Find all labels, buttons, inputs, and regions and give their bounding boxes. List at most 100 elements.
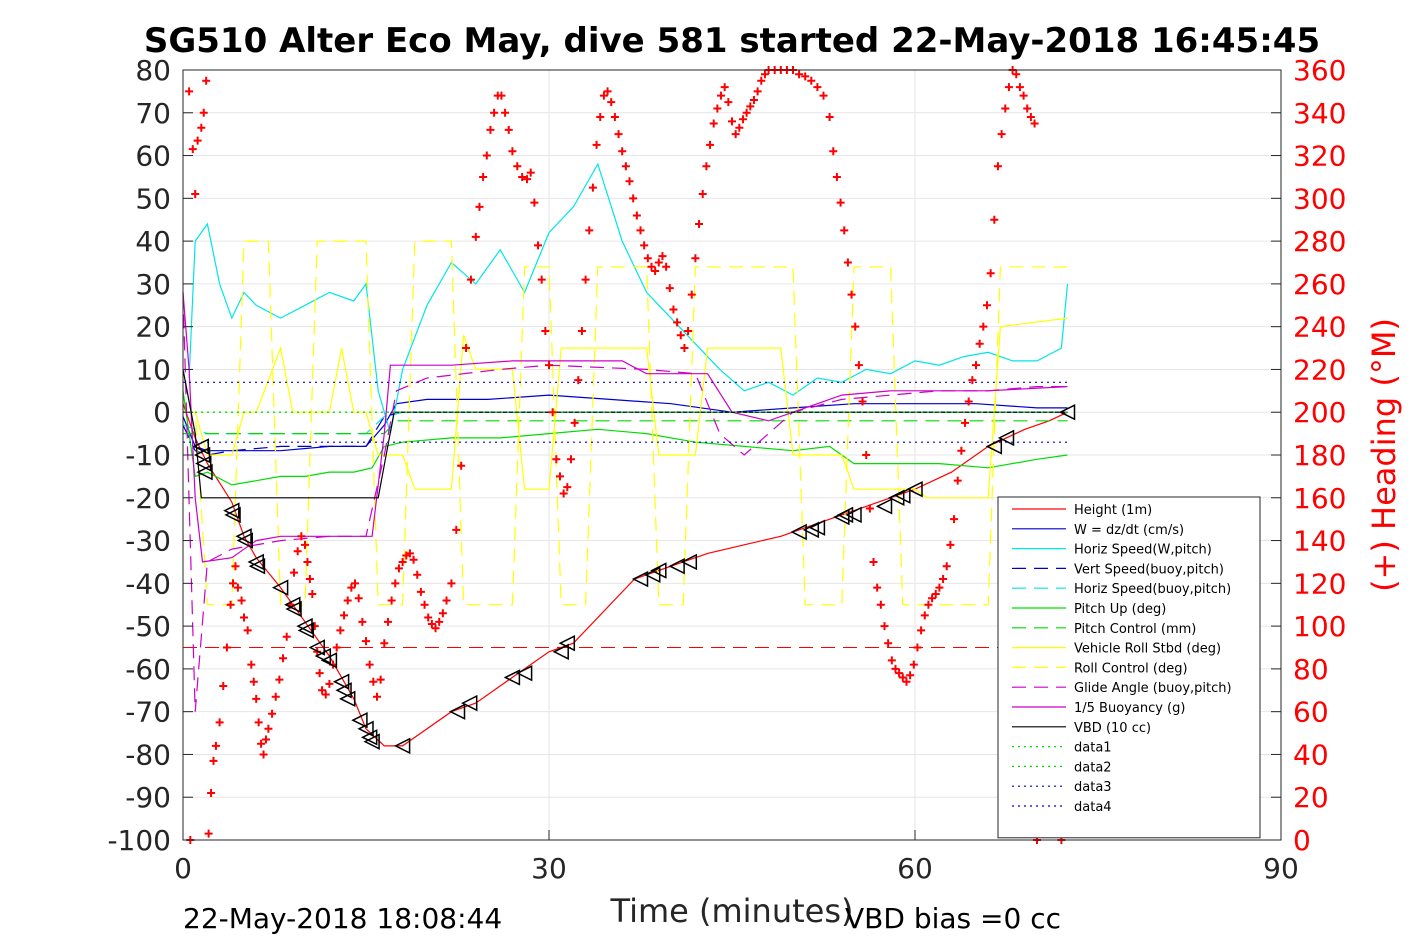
series-line xyxy=(183,420,1068,435)
heading-point xyxy=(318,686,327,695)
heading-point xyxy=(504,125,513,134)
triangle-marker xyxy=(448,703,466,720)
triangle-marker xyxy=(997,429,1015,447)
triangle-marker xyxy=(515,664,533,682)
heading-point xyxy=(211,741,220,750)
triangle-marker xyxy=(193,446,211,464)
heading-point xyxy=(581,275,590,284)
heading-point xyxy=(431,624,440,633)
heading-point xyxy=(706,140,715,149)
tick-label-right: 100 xyxy=(1293,610,1346,643)
triangle-marker xyxy=(192,438,210,455)
tick-label-left: -60 xyxy=(125,653,171,686)
heading-point xyxy=(391,579,400,588)
legend-label: data2 xyxy=(1074,760,1112,775)
heading-point xyxy=(891,664,900,673)
heading-point xyxy=(618,147,627,156)
heading-point xyxy=(518,172,527,181)
heading-point xyxy=(479,172,488,181)
heading-point xyxy=(466,275,475,284)
heading-point xyxy=(982,301,991,310)
heading-point xyxy=(325,679,334,688)
heading-point xyxy=(813,83,822,92)
heading-point xyxy=(442,596,451,605)
triangle-marker xyxy=(680,553,698,571)
heading-point xyxy=(1019,91,1028,100)
heading-point xyxy=(884,639,893,648)
triangle-marker xyxy=(985,438,1003,455)
tick-label-left: -90 xyxy=(125,781,171,814)
heading-point xyxy=(592,140,601,149)
heading-point xyxy=(876,600,885,609)
heading-point xyxy=(997,130,1006,139)
legend-label: VBD (10 cc) xyxy=(1074,721,1151,736)
heading-point xyxy=(957,446,966,455)
triangle-marker xyxy=(297,622,314,639)
heading-point xyxy=(365,660,374,669)
triangle-marker xyxy=(247,553,264,571)
heading-point xyxy=(332,643,341,652)
heading-point xyxy=(383,617,392,626)
heading-point xyxy=(233,583,242,592)
heading-point xyxy=(695,220,704,228)
heading-point xyxy=(687,290,696,299)
heading-point xyxy=(968,376,977,385)
heading-point xyxy=(746,102,755,111)
heading-point xyxy=(197,123,206,132)
heading-point xyxy=(950,515,959,524)
tick-label-left: 70 xyxy=(135,97,171,130)
heading-point xyxy=(545,361,553,370)
heading-point xyxy=(953,476,962,485)
heading-point xyxy=(438,609,447,618)
heading-point xyxy=(452,525,461,534)
series-line xyxy=(182,292,1068,563)
triangle-marker xyxy=(196,463,213,481)
heading-point xyxy=(909,660,918,669)
triangle-marker xyxy=(836,506,854,524)
heading-point xyxy=(895,669,904,678)
triangle-marker xyxy=(223,502,240,519)
heading-point xyxy=(340,611,349,620)
heading-point xyxy=(836,198,845,207)
heading-point xyxy=(691,254,700,263)
triangle-marker xyxy=(308,639,325,656)
heading-point xyxy=(964,397,973,406)
right-y-ticks: 3603403203002802602402202001801601401201… xyxy=(1271,54,1346,857)
heading-point xyxy=(185,87,194,96)
legend-label: data1 xyxy=(1074,741,1112,756)
triangle-marker xyxy=(503,669,521,686)
heading-point xyxy=(851,322,860,331)
heading-point xyxy=(931,590,940,599)
heading-point xyxy=(303,557,312,566)
heading-point xyxy=(665,284,674,293)
triangle-marker xyxy=(235,528,252,545)
heading-point xyxy=(229,579,238,588)
heading-point xyxy=(1026,113,1035,122)
heading-point xyxy=(199,108,208,117)
heading-point xyxy=(259,750,268,759)
heading-point xyxy=(651,267,660,276)
heading-point xyxy=(372,692,381,701)
tick-label-x: 60 xyxy=(897,852,933,885)
series-line xyxy=(182,390,1068,486)
heading-point xyxy=(847,290,856,299)
heading-point xyxy=(191,190,200,199)
tick-label-left: -20 xyxy=(125,482,171,515)
right-axis-label: (+) Heading (°M) xyxy=(1365,318,1403,592)
heading-point xyxy=(362,637,370,646)
tick-label-right: 200 xyxy=(1293,396,1346,429)
heading-point xyxy=(526,168,535,177)
heading-point xyxy=(684,326,693,335)
heading-point xyxy=(753,87,762,96)
heading-point xyxy=(497,91,506,100)
heading-point xyxy=(409,555,418,564)
heading-point xyxy=(801,72,810,81)
heading-point xyxy=(607,98,616,107)
tick-label-left: -70 xyxy=(125,696,171,729)
tick-label-left: 0 xyxy=(153,396,171,429)
heading-point xyxy=(1015,83,1024,92)
heading-point xyxy=(873,583,882,592)
heading-point xyxy=(471,232,480,241)
tick-label-right: 340 xyxy=(1293,97,1346,130)
